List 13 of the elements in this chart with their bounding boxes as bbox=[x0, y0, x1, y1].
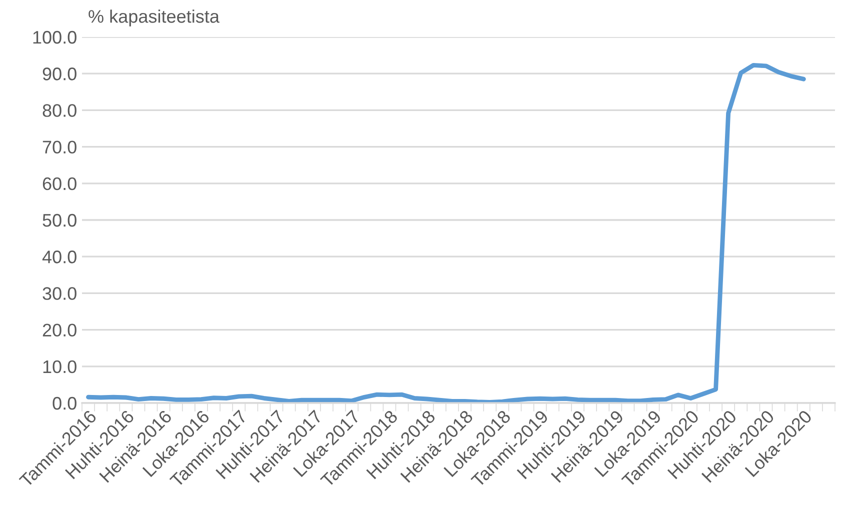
y-tick-label: 50.0 bbox=[42, 214, 76, 227]
y-tick-label: 40.0 bbox=[42, 250, 76, 264]
y-tick-label: 60.0 bbox=[42, 177, 76, 190]
y-tick-label: 20.0 bbox=[42, 324, 76, 337]
y-tick-label: 80.0 bbox=[42, 104, 76, 117]
y-tick-label: 0.0 bbox=[52, 396, 76, 410]
y-tick-label: 70.0 bbox=[42, 140, 76, 154]
y-tick-label: 10.0 bbox=[43, 360, 76, 374]
y-axis-title: % kapasiteetista bbox=[88, 10, 220, 26]
line-series bbox=[86, 62, 806, 403]
y-tick-label: 90.0 bbox=[42, 68, 76, 80]
y-tick-label: 100.0 bbox=[33, 30, 76, 44]
y-tick-label: 30.0 bbox=[42, 287, 76, 300]
